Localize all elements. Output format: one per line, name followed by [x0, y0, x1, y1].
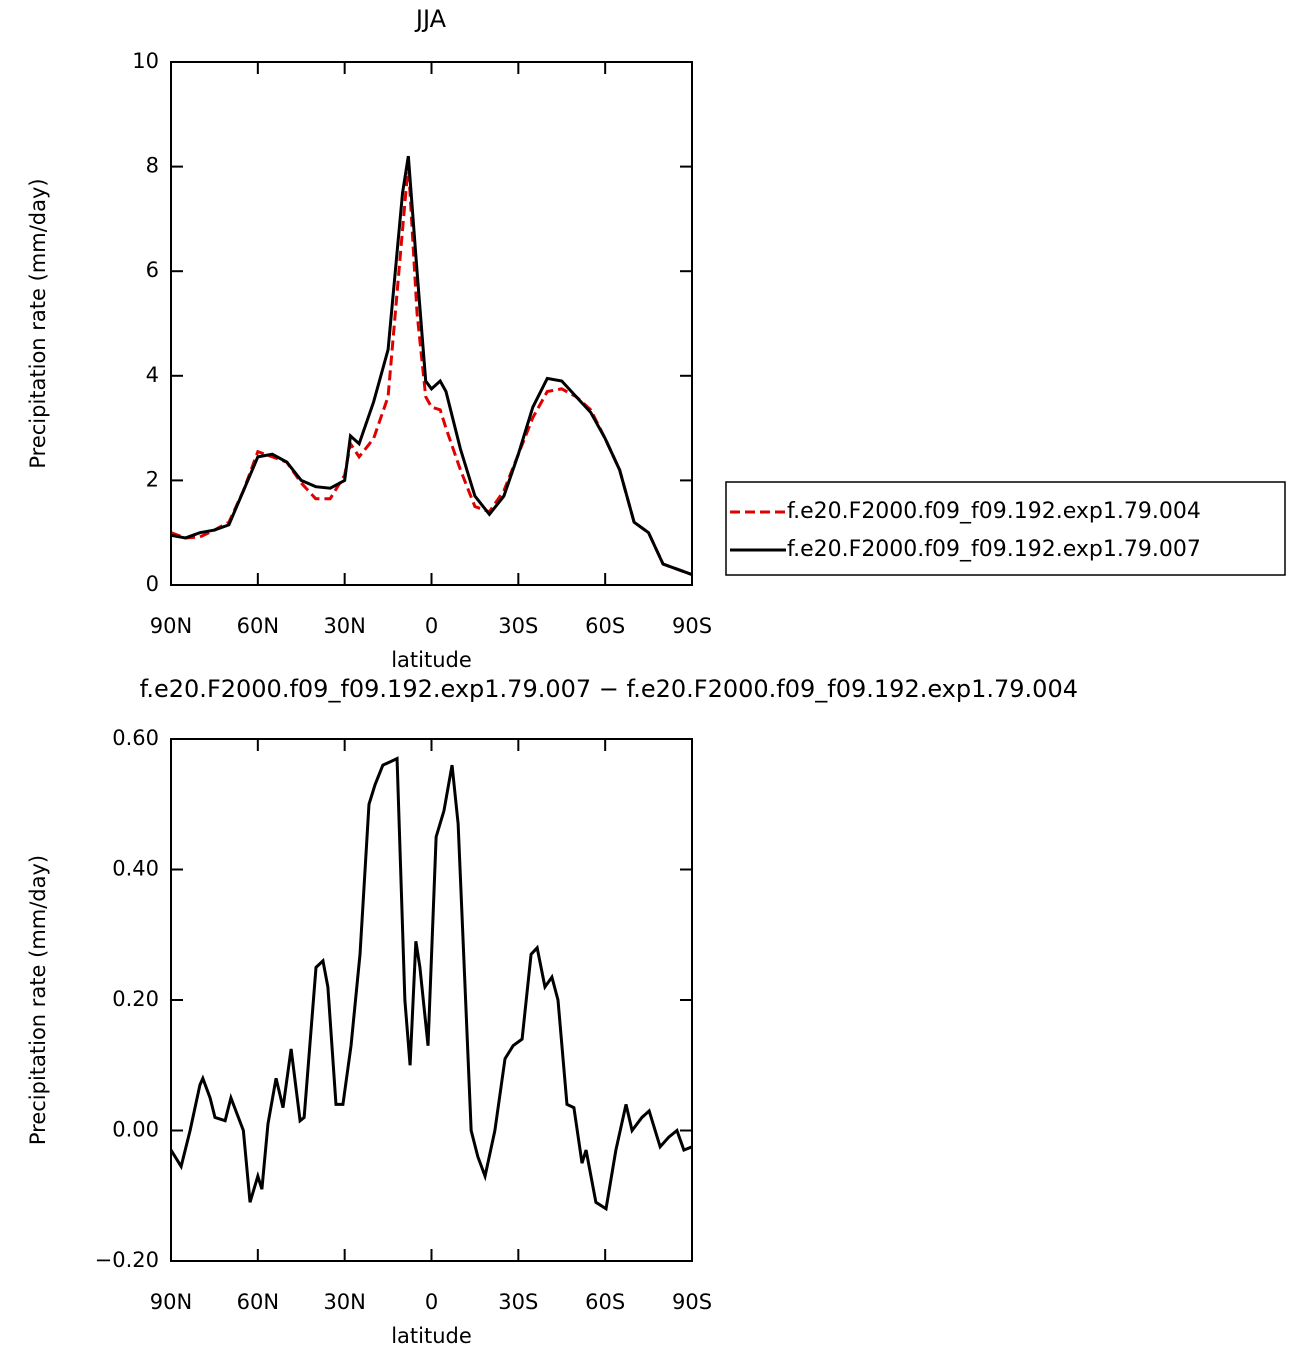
y-axis-label: Precipitation rate (mm/day) [26, 855, 50, 1145]
line-series [170, 163, 693, 576]
y-tick-label: 10 [132, 49, 159, 73]
y-axis-label: Precipitation rate (mm/day) [26, 178, 50, 468]
y-tick-label: 6 [146, 258, 159, 282]
plot-frame [170, 61, 693, 586]
plot-frame [170, 738, 693, 1262]
y-tick-label: −0.20 [95, 1248, 159, 1272]
x-tick-label: 0 [425, 614, 438, 638]
y-tick-label: 2 [146, 467, 159, 491]
legend-box [725, 481, 1286, 576]
y-tick-label: 0 [146, 572, 159, 596]
x-tick-label: 90S [672, 1290, 712, 1314]
chart-title: JJA [414, 5, 447, 33]
x-tick-label: 60N [237, 614, 279, 638]
x-tick-label: 30N [323, 614, 365, 638]
y-tick-label: 0.40 [112, 857, 159, 881]
x-axis-label: latitude [391, 1324, 472, 1348]
line-series [169, 756, 693, 1212]
y-tick-label: 0.20 [112, 987, 159, 1011]
line-series [170, 155, 693, 576]
x-tick-label: 30N [323, 1290, 365, 1314]
x-tick-label: 90N [150, 1290, 192, 1314]
legend-label: f.e20.F2000.f09_f09.192.exp1.79.004 [787, 499, 1201, 524]
x-tick-label: 60S [585, 1290, 625, 1314]
x-tick-label: 60N [237, 1290, 279, 1314]
x-tick-label: 90S [672, 614, 712, 638]
legend-label: f.e20.F2000.f09_f09.192.exp1.79.007 [787, 537, 1201, 562]
y-tick-label: 8 [146, 154, 159, 178]
x-tick-label: 30S [498, 1290, 538, 1314]
x-tick-label: 0 [425, 1290, 438, 1314]
x-tick-label: 30S [498, 614, 538, 638]
chart-title: f.e20.F2000.f09_f09.192.exp1.79.007 − f.… [140, 675, 1078, 703]
x-tick-label: 60S [585, 614, 625, 638]
y-tick-label: 0.00 [112, 1118, 159, 1142]
y-tick-label: 4 [146, 363, 159, 387]
x-tick-label: 90N [150, 614, 192, 638]
x-axis-label: latitude [391, 648, 472, 672]
y-tick-label: 0.60 [112, 726, 159, 750]
